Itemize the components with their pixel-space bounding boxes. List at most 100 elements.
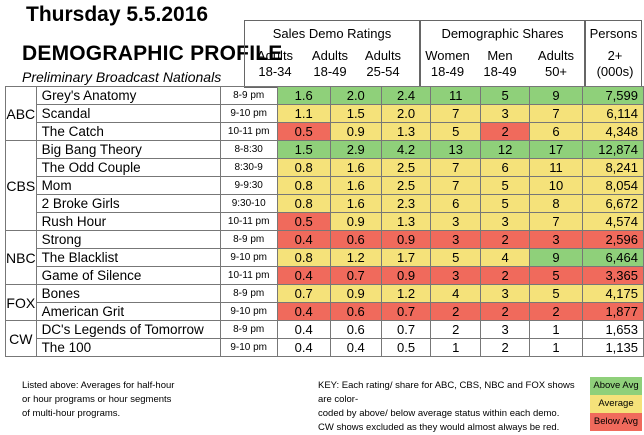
legend-swatch-below: Below Avg xyxy=(590,413,642,431)
table-row: American Grit 9-10 pm 0.4 0.6 0.7 2 2 2 1,877 xyxy=(6,302,644,321)
legend-swatch-above: Above Avg xyxy=(590,377,642,395)
table-row: The Odd Couple 8:30-9 0.8 1.6 2.5 7 6 11 8,241 xyxy=(6,158,644,177)
rating-value: 2.9 xyxy=(329,140,382,159)
rating-value: 0.5 xyxy=(380,338,432,357)
network-label: CBS xyxy=(5,140,37,231)
persons-value: 6,672 xyxy=(581,194,644,213)
rating-value: 3 xyxy=(480,212,531,231)
rating-value: 0.7 xyxy=(276,284,331,303)
rating-value: 0.7 xyxy=(329,266,382,285)
rating-value: 2 xyxy=(480,230,531,249)
show-name: Grey's Anatomy xyxy=(35,86,221,105)
column-header-top: Adults xyxy=(311,48,349,63)
table-row: CW DC's Legends of Tomorrow 8-9 pm 0.4 0.6 0.… xyxy=(5,320,644,357)
rating-value: 2.0 xyxy=(329,86,382,105)
rating-value: 1.2 xyxy=(329,248,382,267)
show-name: Game of Silence xyxy=(35,266,221,285)
rating-value: 1.6 xyxy=(276,86,331,105)
rating-value: 1.6 xyxy=(329,194,382,213)
time-slot: 8-9 pm xyxy=(219,284,278,303)
color-key-note: KEY: Each rating/ share for ABC, CBS, NB… xyxy=(318,379,588,435)
footer-note: Listed above: Averages for half-hour or h… xyxy=(22,379,222,421)
rating-value: 11 xyxy=(430,86,482,105)
persons-value: 4,175 xyxy=(581,284,644,303)
persons-value: 4,574 xyxy=(581,212,644,231)
show-name: 2 Broke Girls xyxy=(35,194,221,213)
column-header-top: Adults xyxy=(256,48,294,63)
rating-value: 3 xyxy=(480,104,531,123)
rating-value: 0.9 xyxy=(380,230,432,249)
rating-value: 2 xyxy=(480,122,531,141)
persons-value: 8,241 xyxy=(581,158,644,177)
rating-value: 3 xyxy=(480,284,531,303)
rating-value: 5 xyxy=(529,266,583,285)
color-legend: Above Avg Average Below Avg xyxy=(590,377,642,431)
table-row: ABC Grey's Anatomy 8-9 pm 1.6 2.0 2.4 11 5 9 7,59… xyxy=(5,86,644,141)
rating-value: 0.9 xyxy=(329,122,382,141)
rating-value: 4.2 xyxy=(380,140,432,159)
rating-value: 4 xyxy=(430,284,482,303)
legend-swatch-average: Average xyxy=(590,395,642,413)
time-slot: 8-9 pm xyxy=(219,86,278,105)
rating-value: 1.7 xyxy=(380,248,432,267)
table-row: FOX Bones 8-9 pm 0.7 0.9 1.2 4 3 5 4,175 xyxy=(5,284,644,321)
table-row: Rush Hour 10-11 pm 0.5 0.9 1.3 3 3 7 4,574 xyxy=(6,212,644,231)
persons-value: 1,135 xyxy=(581,338,644,357)
rating-value: 0.4 xyxy=(276,266,331,285)
rating-value: 17 xyxy=(529,140,583,159)
column-header: Adults 50+ xyxy=(528,48,584,80)
table-row: The Blacklist 9-10 pm 0.8 1.2 1.7 5 4 9 6,464 xyxy=(6,248,644,267)
rating-value: 0.7 xyxy=(380,320,432,339)
ratings-table: ABC Grey's Anatomy 8-9 pm 1.6 2.0 2.4 11 5 9 7,59… xyxy=(5,86,644,357)
rating-value: 1.3 xyxy=(380,212,432,231)
column-header-top: 2+ xyxy=(607,48,623,63)
rating-value: 2.5 xyxy=(380,158,432,177)
show-name: DC's Legends of Tomorrow xyxy=(35,320,221,339)
column-header-bottom: (000s) xyxy=(596,64,634,79)
footer-note-line: of multi-hour programs. xyxy=(22,408,121,419)
column-header-top: Men xyxy=(487,48,513,63)
persons-value: 7,599 xyxy=(581,86,644,105)
rating-value: 1 xyxy=(529,320,583,339)
rating-value: 1.6 xyxy=(329,158,382,177)
rating-value: 5 xyxy=(480,194,531,213)
rating-value: 0.8 xyxy=(276,194,331,213)
rating-value: 0.8 xyxy=(276,176,331,195)
rating-value: 7 xyxy=(430,158,482,177)
rating-value: 0.4 xyxy=(276,302,331,321)
rating-value: 1 xyxy=(529,338,583,357)
rating-value: 1.6 xyxy=(329,176,382,195)
column-header-bottom: 25-54 xyxy=(366,64,400,79)
rating-value: 5 xyxy=(430,122,482,141)
rating-value: 0.9 xyxy=(329,284,382,303)
rating-value: 2.4 xyxy=(380,86,432,105)
time-slot: 9-10 pm xyxy=(219,302,278,321)
show-name: Mom xyxy=(35,176,221,195)
rating-value: 10 xyxy=(529,176,583,195)
table-row: CBS Big Bang Theory 8-8:30 1.5 2.9 4.2 13 12 17 1… xyxy=(5,140,644,231)
rating-value: 12 xyxy=(480,140,531,159)
column-header: Adults 18-49 xyxy=(303,48,357,80)
rating-value: 0.8 xyxy=(276,158,331,177)
rating-value: 1 xyxy=(430,338,482,357)
rating-value: 7 xyxy=(430,176,482,195)
rating-value: 1.5 xyxy=(329,104,382,123)
rating-value: 2.5 xyxy=(380,176,432,195)
rating-value: 3 xyxy=(430,212,482,231)
rating-value: 0.6 xyxy=(329,230,382,249)
rating-value: 2 xyxy=(480,338,531,357)
rating-value: 0.4 xyxy=(276,338,331,357)
rating-value: 0.8 xyxy=(276,248,331,267)
column-header-top: Adults xyxy=(537,48,575,63)
table-row: 2 Broke Girls 9:30-10 0.8 1.6 2.3 6 5 8 6,672 xyxy=(6,194,644,213)
rating-value: 6 xyxy=(430,194,482,213)
rating-value: 5 xyxy=(480,86,531,105)
table-row: The 100 9-10 pm 0.4 0.4 0.5 1 2 1 1,135 xyxy=(6,338,644,357)
rating-value: 1.2 xyxy=(380,284,432,303)
key-note-line: KEY: Each rating/ share for ABC, CBS, NB… xyxy=(318,380,575,405)
column-header-bottom: 18-49 xyxy=(483,64,517,79)
rating-value: 2 xyxy=(430,320,482,339)
rating-value: 0.9 xyxy=(329,212,382,231)
table-row: Scandal 9-10 pm 1.1 1.5 2.0 7 3 7 6,114 xyxy=(6,104,644,123)
show-name: Rush Hour xyxy=(35,212,221,231)
